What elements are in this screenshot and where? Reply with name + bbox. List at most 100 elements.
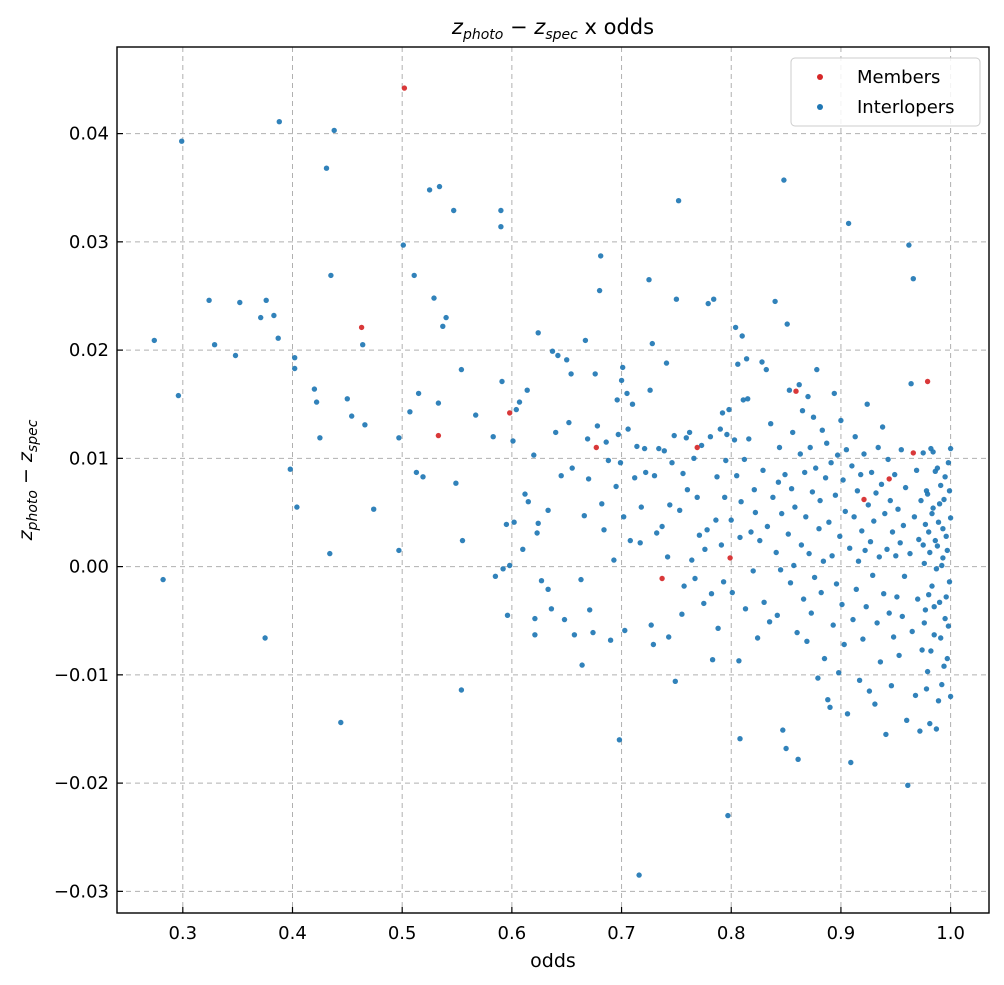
point-interlopers: [822, 475, 829, 481]
point-interlopers: [921, 620, 927, 626]
point-interlopers: [941, 663, 947, 669]
point-interlopers: [634, 443, 640, 450]
point-interlopers: [945, 623, 952, 629]
point-interlopers: [773, 549, 779, 556]
point-interlopers: [810, 414, 817, 420]
point-interlopers: [934, 465, 941, 471]
point-interlopers: [898, 447, 904, 453]
point-interlopers: [803, 514, 809, 520]
point-interlopers: [413, 469, 420, 476]
point-interlopers: [704, 527, 710, 533]
point-interlopers: [728, 517, 734, 523]
point-interlopers: [946, 488, 953, 494]
data-points: [151, 85, 954, 878]
point-interlopers: [420, 474, 426, 480]
point-interlopers: [338, 719, 344, 726]
point-interlopers: [842, 508, 848, 515]
point-interlopers: [928, 648, 934, 654]
point-interlopers: [943, 594, 949, 600]
point-interlopers: [451, 207, 457, 214]
point-interlopers: [862, 547, 868, 554]
point-interlopers: [564, 357, 570, 363]
point-interlopers: [360, 342, 366, 348]
point-interlopers: [292, 365, 298, 372]
point-interlopers: [847, 545, 853, 551]
point-interlopers: [859, 528, 865, 534]
point-interlopers: [590, 629, 596, 636]
point-interlopers: [873, 490, 879, 496]
point-interlopers: [415, 390, 422, 397]
point-interlopers: [294, 504, 300, 510]
point-interlopers: [939, 562, 945, 569]
point-interlopers: [866, 688, 873, 694]
point-interlopers: [799, 408, 806, 414]
point-interlopers: [774, 612, 780, 618]
point-interlopers: [883, 731, 889, 738]
point-interlopers: [453, 480, 459, 486]
point-interlopers: [830, 622, 836, 628]
point-interlopers: [941, 496, 947, 503]
point-members: [694, 444, 700, 451]
point-interlopers: [929, 583, 935, 589]
point-members: [401, 85, 408, 91]
x-tick-label: 0.7: [607, 923, 636, 944]
point-interlopers: [614, 397, 620, 403]
point-interlopers: [715, 625, 721, 631]
point-interlopers: [940, 526, 946, 532]
point-interlopers: [396, 547, 402, 554]
point-interlopers: [917, 728, 923, 734]
point-interlopers: [890, 634, 897, 640]
point-interlopers: [947, 445, 954, 452]
point-interlopers: [707, 434, 714, 440]
point-interlopers: [647, 387, 653, 393]
point-interlopers: [400, 242, 406, 248]
point-interlopers: [718, 542, 725, 548]
point-interlopers: [931, 604, 937, 610]
point-interlopers: [923, 686, 930, 692]
point-interlopers: [737, 736, 743, 742]
point-interlopers: [827, 704, 833, 710]
point-interlopers: [895, 506, 901, 512]
point-interlopers: [683, 435, 689, 441]
point-interlopers: [777, 567, 784, 573]
point-interlopers: [622, 627, 628, 634]
point-interlopers: [513, 406, 519, 413]
point-interlopers: [743, 356, 750, 362]
point-interlopers: [786, 387, 793, 393]
point-interlopers: [888, 683, 895, 689]
point-interlopers: [701, 600, 707, 607]
point-interlopers: [750, 568, 756, 574]
point-interlopers: [617, 460, 624, 466]
point-interlopers: [443, 314, 449, 321]
point-interlopers: [726, 406, 732, 413]
point-interlopers: [719, 410, 726, 416]
point-interlopers: [717, 426, 723, 432]
point-interlopers: [362, 422, 368, 428]
point-interlopers: [920, 542, 926, 548]
point-interlopers: [625, 426, 631, 432]
point-interlopers: [525, 499, 531, 505]
point-interlopers: [938, 482, 944, 489]
point-interlopers: [911, 514, 918, 520]
point-interlopers: [918, 497, 924, 504]
point-interlopers: [516, 399, 523, 405]
point-interlopers: [804, 638, 810, 644]
point-interlopers: [905, 782, 911, 788]
point-interlopers: [818, 589, 824, 596]
point-interlopers: [549, 348, 556, 354]
point-interlopers: [746, 436, 752, 442]
point-interlopers: [826, 519, 832, 525]
point-interlopers: [791, 562, 797, 569]
point-interlopers: [775, 479, 782, 485]
point-interlopers: [833, 581, 840, 587]
point-interlopers: [942, 474, 948, 480]
point-members: [507, 410, 513, 416]
legend: Members Interlopers: [790, 57, 981, 127]
point-interlopers: [910, 276, 916, 282]
point-interlopers: [739, 333, 745, 339]
point-interlopers: [499, 378, 505, 385]
point-interlopers: [761, 599, 767, 605]
point-interlopers: [648, 622, 654, 628]
point-interlopers: [673, 296, 680, 302]
point-interlopers: [571, 632, 578, 638]
